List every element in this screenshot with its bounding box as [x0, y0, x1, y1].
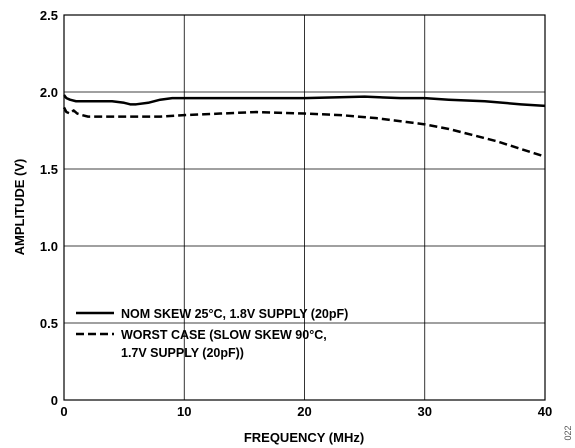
plot-frame — [63, 14, 546, 401]
legend: NOM SKEW 25°C, 1.8V SUPPLY (20pF) WORST … — [76, 307, 348, 360]
y-tick-label: 1.5 — [40, 162, 58, 177]
x-tick-label: 40 — [538, 404, 552, 419]
legend-dashed-label-line2: 1.7V SUPPLY (20pF)) — [121, 346, 244, 360]
y-tick-label: 2.5 — [40, 8, 58, 23]
y-tick-label: 1.0 — [40, 239, 58, 254]
y-tick-label: 2.0 — [40, 85, 58, 100]
x-tick-label: 10 — [177, 404, 191, 419]
x-tick-label: 30 — [418, 404, 432, 419]
y-tick-label: 0 — [51, 393, 58, 408]
x-tick-label: 0 — [60, 404, 67, 419]
figure-code: 022 — [563, 425, 573, 440]
legend-solid-label: NOM SKEW 25°C, 1.8V SUPPLY (20pF) — [121, 307, 348, 321]
tick-labels: 0 10 20 30 40 0 0.5 1.0 1.5 2.0 2.5 — [40, 8, 552, 419]
legend-dashed-label-line1: WORST CASE (SLOW SKEW 90°C, — [121, 328, 327, 342]
y-axis-label: AMPLITUDE (V) — [12, 159, 27, 256]
y-tick-label: 0.5 — [40, 316, 58, 331]
x-tick-label: 20 — [297, 404, 311, 419]
series-line-nom-skew — [63, 94, 546, 108]
x-axis-label: FREQUENCY (MHz) — [244, 430, 364, 445]
grid — [63, 14, 546, 401]
series-lines — [62, 94, 546, 158]
series-line-worst-case — [62, 106, 546, 158]
